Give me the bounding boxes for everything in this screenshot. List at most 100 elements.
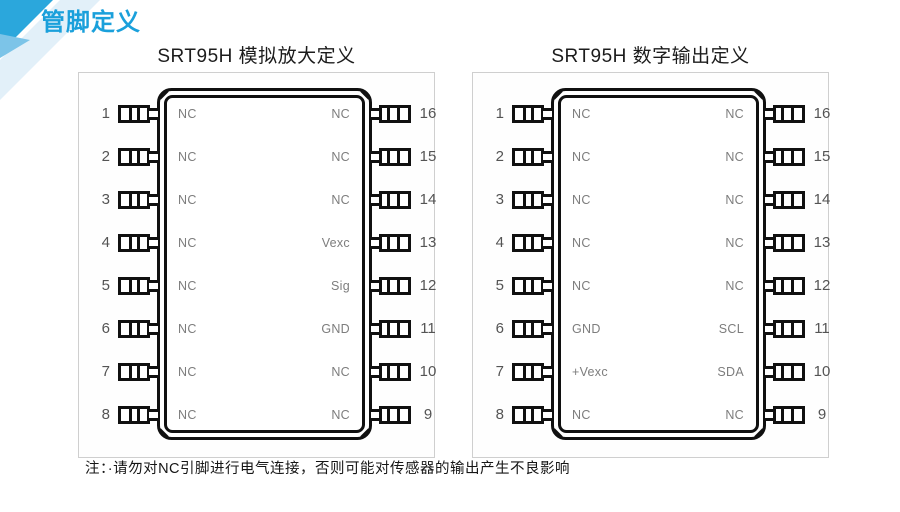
pin-stub-right — [765, 108, 774, 120]
pin-label-left: NC — [178, 236, 197, 250]
pin-lead-left — [118, 277, 150, 295]
chip-body — [551, 88, 766, 440]
pin-lead-right — [379, 148, 411, 166]
pin-stub-right — [765, 323, 774, 335]
pin-stub-left — [149, 323, 158, 335]
pin-number-right: 13 — [419, 234, 437, 251]
pin-stub-left — [543, 280, 552, 292]
pin-stub-left — [543, 323, 552, 335]
pin-label-left: NC — [178, 322, 197, 336]
pin-lead-left — [118, 148, 150, 166]
pin-number-left: 5 — [495, 277, 504, 294]
pin-lead-right — [379, 234, 411, 252]
pin-number-right: 11 — [420, 320, 436, 337]
pin-lead-right — [379, 363, 411, 381]
pin-label-left: NC — [572, 150, 591, 164]
pin-label-left: NC — [178, 279, 197, 293]
pin-row: 2 NC NC 15 — [78, 148, 436, 166]
pin-stub-right — [765, 366, 774, 378]
pin-number-right: 14 — [419, 191, 437, 208]
pin-number-right: 13 — [813, 234, 831, 251]
pin-row: 1 NC NC 16 — [472, 105, 830, 123]
pin-number-left: 8 — [101, 406, 110, 423]
pin-rows: 1 NC NC 16 2 NC NC 15 3 NC NC 14 4 NC Vexc 13 5 NC Sig 12 6 N… — [78, 40, 436, 460]
pin-row: 2 NC NC 15 — [472, 148, 830, 166]
pin-label-right: NC — [725, 408, 744, 422]
pin-stub-left — [149, 151, 158, 163]
pin-label-left: NC — [572, 107, 591, 121]
pin-stub-left — [543, 237, 552, 249]
pin-stub-left — [543, 409, 552, 421]
note-text: 注：·请勿对NC引脚进行电气连接，否则可能对传感器的输出产生不良影响 — [85, 461, 571, 477]
pin-label-right: NC — [331, 408, 350, 422]
pin-number-left: 3 — [495, 191, 504, 208]
pin-row: 1 NC NC 16 — [78, 105, 436, 123]
pin-lead-right — [773, 320, 805, 338]
pin-label-left: NC — [178, 150, 197, 164]
pin-number-left: 4 — [101, 234, 110, 251]
pin-label-right: NC — [331, 107, 350, 121]
pin-lead-right — [773, 277, 805, 295]
pin-stub-left — [543, 366, 552, 378]
pin-stub-left — [543, 151, 552, 163]
pin-lead-left — [118, 320, 150, 338]
pin-stub-right — [765, 409, 774, 421]
pin-lead-left — [512, 191, 544, 209]
pin-number-left: 3 — [101, 191, 110, 208]
pin-rows: 1 NC NC 16 2 NC NC 15 3 NC NC 14 4 NC NC 13 5 NC NC 12 6 GND S… — [472, 40, 830, 460]
pin-number-left: 2 — [495, 148, 504, 165]
pin-lead-right — [379, 320, 411, 338]
corner-decoration — [0, 0, 100, 100]
pin-label-left: NC — [178, 408, 197, 422]
pin-stub-right — [371, 280, 380, 292]
pin-number-right: 11 — [814, 320, 830, 337]
pin-number-left: 4 — [495, 234, 504, 251]
pin-stub-right — [371, 151, 380, 163]
pin-lead-right — [379, 105, 411, 123]
pin-label-left: NC — [178, 107, 197, 121]
pin-label-right: GND — [321, 322, 350, 336]
pin-lead-left — [118, 406, 150, 424]
pin-lead-right — [773, 406, 805, 424]
pin-label-right: NC — [331, 193, 350, 207]
pin-lead-left — [512, 234, 544, 252]
pin-lead-left — [512, 277, 544, 295]
pin-number-left: 1 — [101, 105, 110, 122]
pin-lead-right — [773, 148, 805, 166]
pin-label-left: GND — [572, 322, 601, 336]
pin-stub-left — [543, 194, 552, 206]
pin-row: 4 NC NC 13 — [472, 234, 830, 252]
chip-body — [157, 88, 372, 440]
pin-number-left: 6 — [101, 320, 110, 337]
pin-number-right: 14 — [813, 191, 831, 208]
pin-stub-right — [371, 108, 380, 120]
pin-lead-left — [118, 234, 150, 252]
pin-lead-right — [773, 191, 805, 209]
pin-number-left: 8 — [495, 406, 504, 423]
pin-label-right: SDA — [717, 365, 744, 379]
pin-lead-left — [512, 105, 544, 123]
pin-label-right: Vexc — [321, 236, 350, 250]
pin-row: 6 NC GND 11 — [78, 320, 436, 338]
pin-row: 3 NC NC 14 — [78, 191, 436, 209]
pin-lead-right — [773, 105, 805, 123]
pin-number-right: 9 — [817, 406, 827, 423]
pin-row: 5 NC Sig 12 — [78, 277, 436, 295]
pin-stub-left — [149, 108, 158, 120]
pin-stub-left — [543, 108, 552, 120]
pin-stub-right — [371, 409, 380, 421]
pin-label-right: NC — [725, 150, 744, 164]
pin-lead-left — [512, 363, 544, 381]
pin-label-right: NC — [331, 365, 350, 379]
pin-stub-right — [371, 366, 380, 378]
pin-row: 3 NC NC 14 — [472, 191, 830, 209]
pin-label-left: NC — [572, 279, 591, 293]
pin-label-left: NC — [572, 408, 591, 422]
pin-stub-left — [149, 280, 158, 292]
pin-lead-left — [512, 320, 544, 338]
pin-row: 8 NC NC 9 — [78, 406, 435, 424]
pin-lead-left — [118, 191, 150, 209]
pin-row: 5 NC NC 12 — [472, 277, 830, 295]
pin-stub-right — [371, 323, 380, 335]
